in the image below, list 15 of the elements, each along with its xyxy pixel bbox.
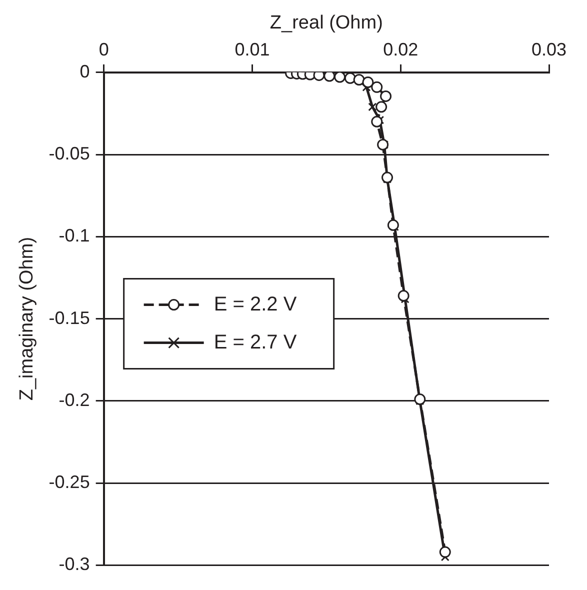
x-tick-label: 0.03 (531, 40, 567, 60)
y-axis-title: Z_imaginary (Ohm) (16, 236, 38, 401)
y-tick-label: 0 (80, 61, 90, 82)
x-tick-label: 0.01 (234, 40, 270, 60)
legend-label: E = 2.7 V (214, 331, 298, 354)
y-tick-label: -0.2 (58, 390, 90, 410)
y-tick-label: -0.15 (48, 308, 90, 328)
y-tick-label: -0.25 (48, 472, 90, 492)
x-tick-label: 0.02 (383, 40, 418, 60)
y-tick-label: -0.3 (58, 554, 90, 574)
legend-label: E = 2.2 V (214, 293, 298, 316)
y-tick-label: -0.05 (48, 144, 90, 164)
x-tick-label: 0 (98, 40, 109, 60)
x-axis-title: Z_real (Ohm) (270, 12, 383, 34)
y-tick-label: -0.1 (58, 226, 90, 246)
